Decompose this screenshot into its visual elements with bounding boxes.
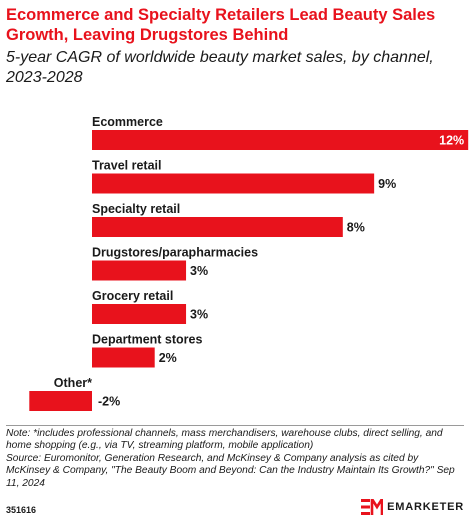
bar-ecommerce (92, 130, 469, 150)
chart-id: 351616 (6, 505, 37, 515)
category-label-grocery-retail: Grocery retail (92, 289, 173, 303)
category-label-other: Other* (54, 376, 92, 390)
value-label-other: -2% (98, 395, 120, 409)
bar-specialty-retail (92, 217, 343, 237)
bar-other (29, 391, 92, 411)
divider (6, 425, 464, 426)
chart-title: Ecommerce and Specialty Retailers Lead B… (6, 6, 436, 44)
bar-grocery-retail (92, 304, 187, 324)
category-label-travel-retail: Travel retail (92, 159, 162, 173)
note-text: Note: *includes professional channels, m… (6, 428, 443, 452)
emarketer-logo-icon (361, 499, 384, 515)
category-label-specialty-retail: Specialty retail (92, 202, 180, 216)
bar-drugstores-parapharmacies (92, 260, 187, 281)
category-label-drugstores-parapharmacies: Drugstores/parapharmacies (92, 246, 258, 260)
value-label-drugstores-parapharmacies: 3% (190, 264, 208, 278)
category-label-department-stores: Department stores (92, 333, 202, 347)
value-label-grocery-retail: 3% (190, 308, 208, 322)
value-label-department-stores: 2% (159, 351, 177, 365)
value-label-ecommerce: 12% (439, 134, 464, 148)
source-text: Source: Euromonitor, Generation Research… (6, 452, 455, 489)
bar-chart: Ecommerce 12% Travel retail 9% Specialty ret… (29, 115, 469, 411)
value-label-travel-retail: 9% (378, 177, 396, 191)
footnotes: Note: *includes professional channels, m… (6, 428, 464, 490)
bar-department-stores (92, 347, 155, 368)
value-label-specialty-retail: 8% (347, 221, 365, 235)
bar-travel-retail (92, 173, 375, 194)
brand-name: EMARKETER (387, 501, 464, 513)
category-label-ecommerce: Ecommerce (92, 115, 163, 129)
emarketer-logo: EMARKETER (361, 499, 464, 515)
chart-subtitle: 5-year CAGR of worldwide beauty market s… (6, 49, 434, 86)
